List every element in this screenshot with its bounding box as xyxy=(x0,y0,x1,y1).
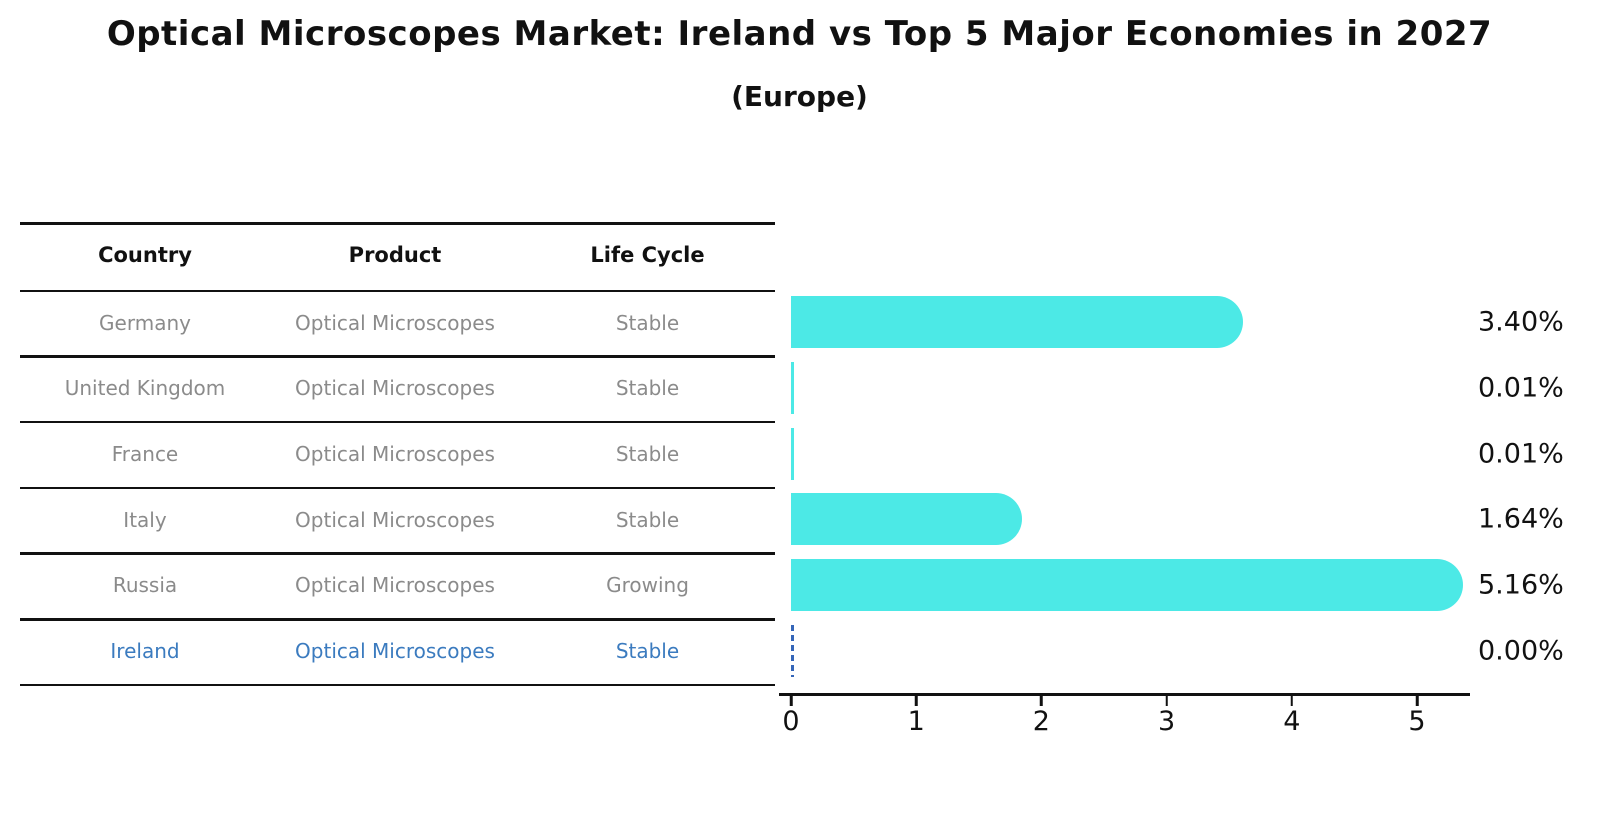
chart-title: Optical Microscopes Market: Ireland vs T… xyxy=(0,14,1599,54)
x-tick-mark-4 xyxy=(1291,696,1294,706)
x-tick-label-0: 0 xyxy=(782,706,799,737)
x-tick-label-5: 5 xyxy=(1408,706,1425,737)
bar-italy xyxy=(791,493,1022,545)
value-label-russia: 5.16% xyxy=(1478,570,1564,601)
column-header-life-cycle: Life Cycle xyxy=(520,222,775,288)
x-tick-label-2: 2 xyxy=(1033,706,1050,737)
x-tick-label-4: 4 xyxy=(1283,706,1300,737)
cell-product-united-kingdom: Optical Microscopes xyxy=(270,355,520,421)
cell-country-united-kingdom: United Kingdom xyxy=(20,355,270,421)
x-tick-mark-0 xyxy=(790,696,793,706)
x-tick-label-3: 3 xyxy=(1158,706,1175,737)
column-header-country: Country xyxy=(20,222,270,288)
value-label-france: 0.01% xyxy=(1478,438,1564,469)
cell-product-france: Optical Microscopes xyxy=(270,421,520,487)
x-axis-line xyxy=(779,693,1470,696)
x-tick-mark-5 xyxy=(1416,696,1419,706)
cell-country-germany: Germany xyxy=(20,290,270,356)
cell-life-cycle-russia: Growing xyxy=(520,552,775,618)
chart-subtitle: (Europe) xyxy=(0,80,1599,113)
cell-product-italy: Optical Microscopes xyxy=(270,487,520,553)
x-tick-mark-3 xyxy=(1165,696,1168,706)
bar-united-kingdom xyxy=(791,362,794,414)
figure-canvas: Optical Microscopes Market: Ireland vs T… xyxy=(0,0,1599,823)
cell-product-russia: Optical Microscopes xyxy=(270,552,520,618)
column-header-product: Product xyxy=(270,222,520,288)
table-rule-line xyxy=(20,684,775,687)
table-rule-line xyxy=(20,222,775,225)
x-tick-label-1: 1 xyxy=(908,706,925,737)
cell-life-cycle-germany: Stable xyxy=(520,290,775,356)
cell-country-russia: Russia xyxy=(20,552,270,618)
cell-product-germany: Optical Microscopes xyxy=(270,290,520,356)
bar-france xyxy=(791,428,794,480)
value-label-ireland: 0.00% xyxy=(1478,635,1564,666)
bar-ireland xyxy=(791,625,794,677)
value-label-united-kingdom: 0.01% xyxy=(1478,373,1564,404)
bar-germany xyxy=(791,296,1243,348)
x-tick-mark-1 xyxy=(915,696,918,706)
value-label-germany: 3.40% xyxy=(1478,307,1564,338)
value-label-italy: 1.64% xyxy=(1478,504,1564,535)
cell-country-italy: Italy xyxy=(20,487,270,553)
bar-russia xyxy=(791,559,1463,611)
cell-life-cycle-italy: Stable xyxy=(520,487,775,553)
x-tick-mark-2 xyxy=(1040,696,1043,706)
cell-life-cycle-ireland: Stable xyxy=(520,618,775,684)
cell-country-ireland: Ireland xyxy=(20,618,270,684)
cell-life-cycle-france: Stable xyxy=(520,421,775,487)
cell-product-ireland: Optical Microscopes xyxy=(270,618,520,684)
cell-life-cycle-united-kingdom: Stable xyxy=(520,355,775,421)
cell-country-france: France xyxy=(20,421,270,487)
